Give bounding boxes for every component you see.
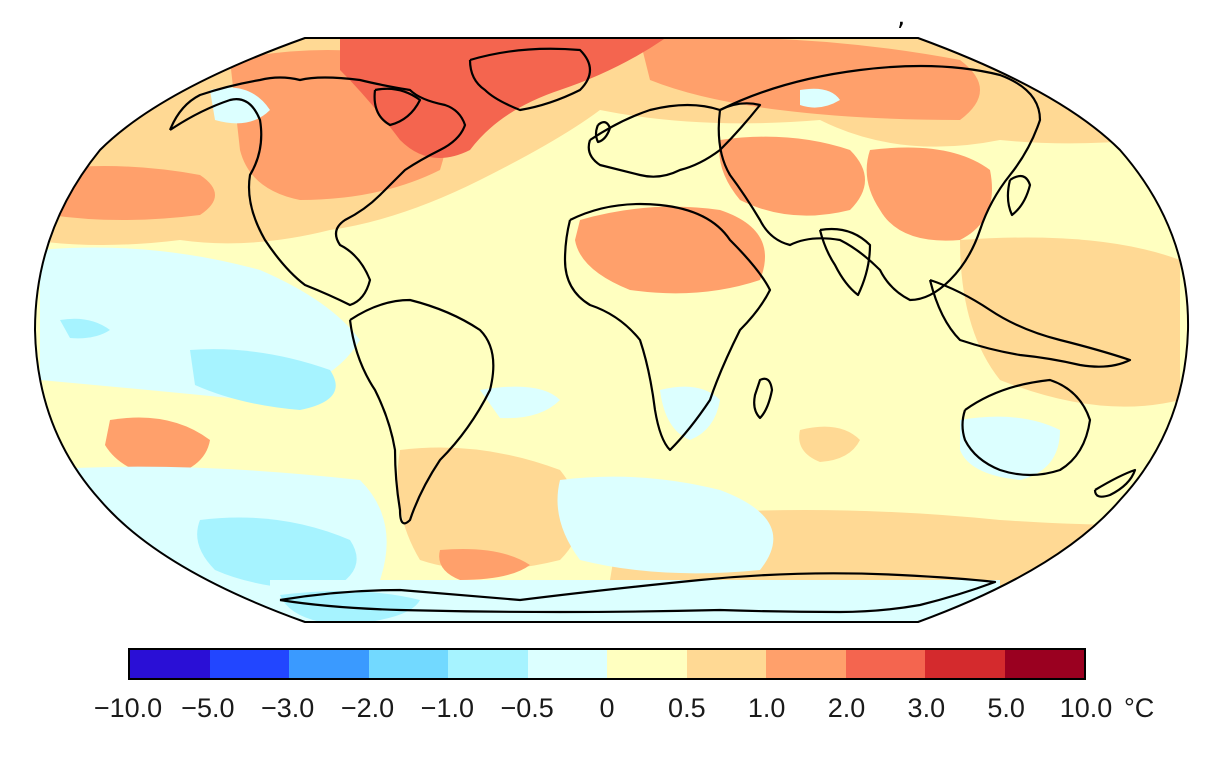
temperature-anomaly-map bbox=[33, 37, 1190, 623]
colorbar-tick-label: −1.0 bbox=[420, 693, 474, 723]
anomaly-fill-layer bbox=[35, 38, 1189, 622]
colorbar-swatch bbox=[845, 650, 925, 678]
coastline-layer bbox=[168, 47, 1137, 614]
colorbar-tick-label: −2.0 bbox=[340, 693, 395, 723]
colorbar-swatch bbox=[686, 650, 766, 678]
anomaly-region-central-asia bbox=[719, 136, 865, 216]
coastline-australia bbox=[961, 378, 1092, 477]
colorbar-tick-label: −10.0 bbox=[93, 693, 163, 723]
coastline-africa bbox=[563, 202, 772, 452]
colorbar-tick-label: −0.5 bbox=[500, 693, 554, 723]
colorbar-swatch bbox=[1004, 650, 1084, 678]
anomaly-region-central-russia-cool bbox=[800, 88, 840, 108]
coastline-baffin bbox=[373, 87, 422, 127]
colorbar-swatch bbox=[766, 650, 846, 678]
anomaly-region-pacific-cold-west bbox=[60, 318, 110, 339]
globe-outline bbox=[33, 37, 1190, 623]
colorbar-tick-label: 2.0 bbox=[827, 693, 866, 723]
anomaly-region-arctic bbox=[340, 38, 670, 158]
anomaly-region-equatorial-pacific-cold bbox=[190, 349, 336, 410]
anomaly-region-china bbox=[866, 147, 992, 241]
anomaly-region-southeast-pacific-patch bbox=[105, 417, 210, 478]
colorbar-swatch bbox=[527, 650, 607, 678]
colorbar bbox=[128, 648, 1086, 680]
anomaly-region-north-pacific-west bbox=[40, 166, 215, 220]
coastline-japan bbox=[1006, 174, 1032, 217]
colorbar-tick-label: −5.0 bbox=[181, 693, 235, 723]
anomaly-region-indian-ocean-south bbox=[799, 426, 860, 462]
anomaly-region-south-pacific-cold bbox=[197, 517, 357, 590]
colorbar-swatch bbox=[368, 650, 448, 678]
coastline-southeast-asia bbox=[928, 278, 1132, 368]
coastline-antarctica bbox=[279, 572, 997, 614]
colorbar-swatch bbox=[209, 650, 289, 678]
anomaly-region-south-atlantic-warm bbox=[397, 447, 580, 570]
colorbar-tick-labels: −10.0 −5.0 −3.0 −2.0 −1.0 −0.5 0 0.5 1.0 2.0 3.0 5.… bbox=[0, 693, 1221, 729]
colorbar-swatch bbox=[448, 650, 528, 678]
anomaly-region-southern-ocean bbox=[557, 476, 774, 574]
colorbar-tick-label: 0.5 bbox=[668, 693, 706, 723]
colorbar-swatch bbox=[289, 650, 369, 678]
coastline-north-america bbox=[168, 76, 467, 307]
anomaly-region-sahara bbox=[575, 206, 765, 294]
colorbar-tick-label: 5.0 bbox=[987, 693, 1025, 723]
colorbar-tick-label: 0 bbox=[599, 693, 615, 723]
stray-mark: , bbox=[897, 2, 906, 32]
colorbar-unit-label: °C bbox=[1124, 693, 1155, 723]
coastline-madagascar bbox=[753, 377, 774, 420]
coastline-new-zealand bbox=[1093, 468, 1137, 498]
colorbar-tick-label: −3.0 bbox=[261, 693, 315, 723]
coastline-greenland bbox=[468, 47, 592, 112]
colorbar-swatch bbox=[130, 650, 210, 678]
colorbar-tick-label: 10.0 bbox=[1059, 693, 1113, 723]
coastline-uk bbox=[594, 121, 612, 144]
colorbar-swatch bbox=[925, 650, 1005, 678]
anomaly-region-north-pacific-cool bbox=[210, 87, 270, 124]
anomaly-region-south-africa-cool bbox=[660, 386, 720, 440]
colorbar-tick-label: 3.0 bbox=[907, 693, 946, 723]
colorbar-swatch bbox=[607, 650, 687, 678]
coastline-asia bbox=[717, 64, 1042, 302]
anomaly-region-east-asia-ocean bbox=[960, 237, 1180, 407]
coastline-south-america bbox=[348, 298, 495, 525]
colorbar-tick-label: 1.0 bbox=[747, 693, 786, 723]
anomaly-region-australia-cool bbox=[960, 416, 1060, 480]
coastline-india bbox=[818, 227, 872, 297]
anomaly-region-south-atlantic-cool bbox=[480, 386, 560, 419]
anomaly-region-south-america-warm bbox=[439, 549, 530, 580]
